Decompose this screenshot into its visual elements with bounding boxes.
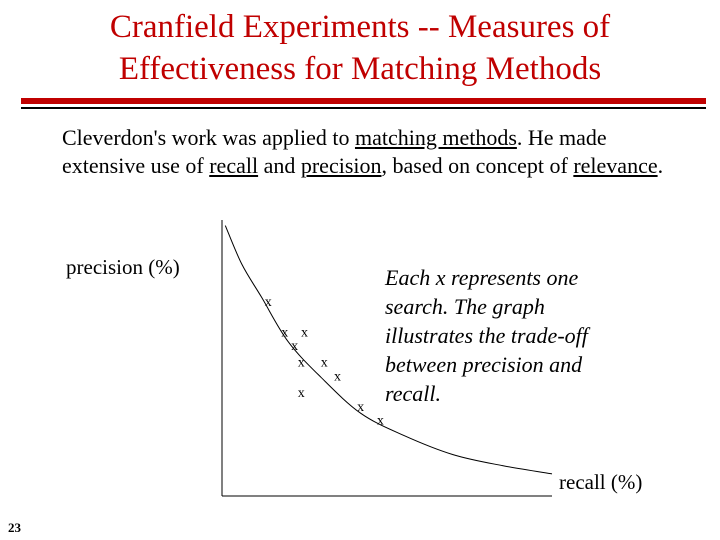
intro-paragraph: Cleverdon's work was applied to matching… [62, 124, 672, 180]
data-point-1: x [265, 295, 272, 310]
intro-text-1: Cleverdon's work was applied to [62, 125, 355, 150]
x-axis-label: recall (%) [559, 470, 643, 494]
tradeoff-curve [224, 225, 553, 475]
graph-annotation: Each x represents one search. The graph … [385, 265, 588, 406]
data-point-9: x [357, 400, 364, 415]
data-point-5: x [298, 356, 305, 371]
intro-text-3: and [258, 153, 301, 178]
title-divider-thick [21, 98, 706, 104]
link-matching-methods[interactable]: matching methods [354, 125, 517, 150]
title-line-2: Effectiveness for Matching Methods [118, 51, 602, 87]
intro-text-4: , based on concept of [381, 153, 574, 178]
data-point-8: x [298, 386, 305, 401]
data-point-2: x [281, 325, 288, 340]
link-relevance[interactable]: relevance [573, 153, 658, 178]
title-divider-thin [21, 107, 706, 109]
intro-text-5: . [657, 153, 664, 178]
title-line-1: Cranfield Experiments -- Measures of [109, 9, 611, 45]
intro-text-2: . He made extensive use of [62, 125, 607, 178]
page-number: 23 [8, 520, 21, 535]
data-point-6: x [321, 356, 328, 371]
data-point-10: x [377, 414, 384, 429]
link-recall[interactable]: recall [209, 153, 259, 178]
data-point-7: x [334, 370, 341, 385]
link-precision[interactable]: precision [300, 153, 382, 178]
y-axis-label: precision (%) [66, 255, 180, 279]
data-point-3: x [301, 325, 308, 340]
slide-title: Cranfield Experiments -- Measures of Eff… [0, 6, 720, 90]
data-point-4: x [291, 339, 298, 354]
